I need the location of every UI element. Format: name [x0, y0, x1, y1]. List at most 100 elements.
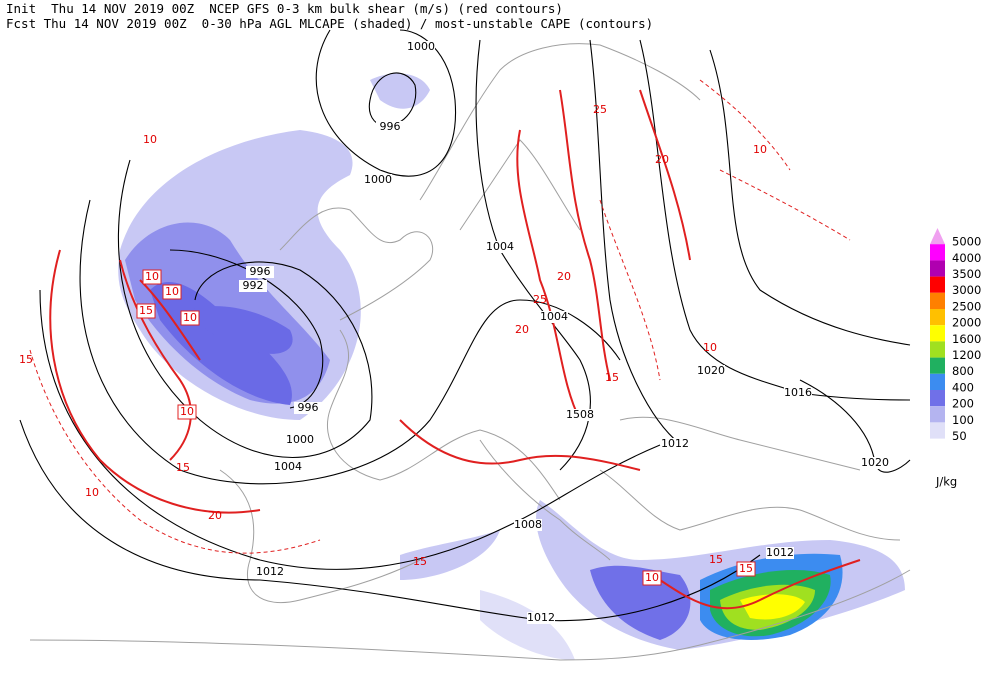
legend-label: 100: [952, 413, 974, 427]
legend-swatch: [930, 422, 945, 439]
label-box: [527, 612, 555, 624]
label-box: [566, 409, 594, 421]
shear-label: 20: [208, 509, 222, 522]
legend-label: 3000: [952, 283, 981, 297]
label-box: [376, 121, 404, 133]
isobar-label: 1004: [486, 240, 514, 253]
label-box: [256, 566, 284, 578]
shear-label: 10: [145, 270, 159, 283]
legend-swatch: [930, 276, 945, 293]
shear-label: 25: [593, 103, 607, 116]
isobar-labels: 1000996100010049969921004996100010041508…: [239, 40, 889, 624]
legend-swatch: [930, 406, 945, 423]
shear-label: 20: [515, 323, 529, 336]
label-box: [861, 457, 889, 469]
label-box: [736, 561, 756, 577]
shear-label: 10: [703, 341, 717, 354]
legend-label: 800: [952, 364, 974, 378]
shear-label: 10: [753, 143, 767, 156]
isobar-label: 1004: [540, 310, 568, 323]
legend: J/kg 5000 4000 3500 3000 2500 2000 1600 1200 800…: [930, 228, 981, 489]
label-box: [246, 266, 274, 278]
label-box: [540, 311, 568, 323]
legend-swatch: [930, 228, 945, 245]
legend-label: 5000: [952, 235, 981, 249]
shear-labels: 10 10 15 10 10 10 15 15 20 25 20 15 10 15 20 10 15 10 25 20…: [19, 103, 767, 586]
shear-label: 10: [183, 311, 197, 324]
shear-label: 10: [143, 133, 157, 146]
isobar-label: 996: [250, 265, 271, 278]
legend-swatch: [930, 260, 945, 277]
shear-label: 10: [180, 405, 194, 418]
label-box: [239, 280, 267, 292]
label-box: [514, 519, 542, 531]
isobar-label: 1008: [514, 518, 542, 531]
shear-label: 10: [165, 285, 179, 298]
legend-swatch: [930, 292, 945, 309]
label-box: [486, 241, 514, 253]
isobar-label: 1000: [286, 433, 314, 446]
shear-contours: [29, 79, 861, 610]
shear-label: 15: [19, 353, 33, 366]
legend-label: 50: [952, 429, 967, 443]
legend-label: 1600: [952, 332, 981, 346]
isobar-label: 1000: [407, 40, 435, 53]
legend-label: 2000: [952, 316, 981, 330]
legend-unit: J/kg: [935, 475, 957, 489]
shear-label: 15: [709, 553, 723, 566]
shear-label: 15: [413, 555, 427, 568]
shear-label: 15: [176, 461, 190, 474]
isobar-label: 1012: [661, 437, 689, 450]
legend-swatch: [930, 373, 945, 390]
label-box: [162, 284, 182, 300]
label-box: [180, 310, 200, 326]
label-box: [766, 547, 794, 559]
label-box: [286, 434, 314, 446]
legend-label: 3500: [952, 267, 981, 281]
shear-label: 10: [645, 571, 659, 584]
legend-label: 4000: [952, 251, 981, 265]
legend-label: 1200: [952, 348, 981, 362]
shear-label: 25: [533, 293, 547, 306]
shear-label: 15: [739, 562, 753, 575]
isobar-label: 996: [380, 120, 401, 133]
shear-label: 20: [655, 153, 669, 166]
label-box: [136, 303, 156, 319]
isobar-label: 1020: [861, 456, 889, 469]
shear-label: 20: [557, 270, 571, 283]
isobar-label: 1012: [527, 611, 555, 624]
header: Init Thu 14 NOV 2019 00Z NCEP GFS 0-3 km…: [6, 1, 653, 31]
legend-swatch: [930, 309, 945, 326]
legend-label: 200: [952, 397, 974, 411]
isobar-label: 1016: [784, 386, 812, 399]
isobar-label: 1012: [256, 565, 284, 578]
shear-label: 15: [139, 304, 153, 317]
legend-label: 400: [952, 380, 974, 394]
isobar-label: 1020: [697, 364, 725, 377]
legend-swatch: [930, 341, 945, 358]
isobar-label: 992: [243, 279, 264, 292]
legend-label: 2500: [952, 299, 981, 313]
header-line: Init Thu 14 NOV 2019 00Z NCEP GFS 0-3 km…: [6, 1, 563, 16]
isobar-label: 1000: [364, 173, 392, 186]
label-box: [407, 41, 435, 53]
legend-swatch: [930, 357, 945, 374]
label-box: [364, 174, 392, 186]
isobars: [19, 29, 911, 622]
label-box: [661, 438, 689, 450]
isobar-label: 1012: [766, 546, 794, 559]
label-box: [294, 402, 322, 414]
isobar-label: 1004: [274, 460, 302, 473]
legend-swatch: [930, 390, 945, 407]
shear-label: 15: [605, 371, 619, 384]
label-box: [274, 461, 302, 473]
legend-swatch: [930, 325, 945, 342]
legend-swatch: [930, 244, 945, 261]
cape-shading: [118, 73, 905, 660]
header-line: Fcst Thu 14 NOV 2019 00Z 0-30 hPa AGL ML…: [6, 16, 653, 31]
label-box: [642, 570, 662, 586]
label-box: [177, 404, 197, 420]
coastlines: [29, 43, 911, 661]
shear-label: 10: [85, 486, 99, 499]
